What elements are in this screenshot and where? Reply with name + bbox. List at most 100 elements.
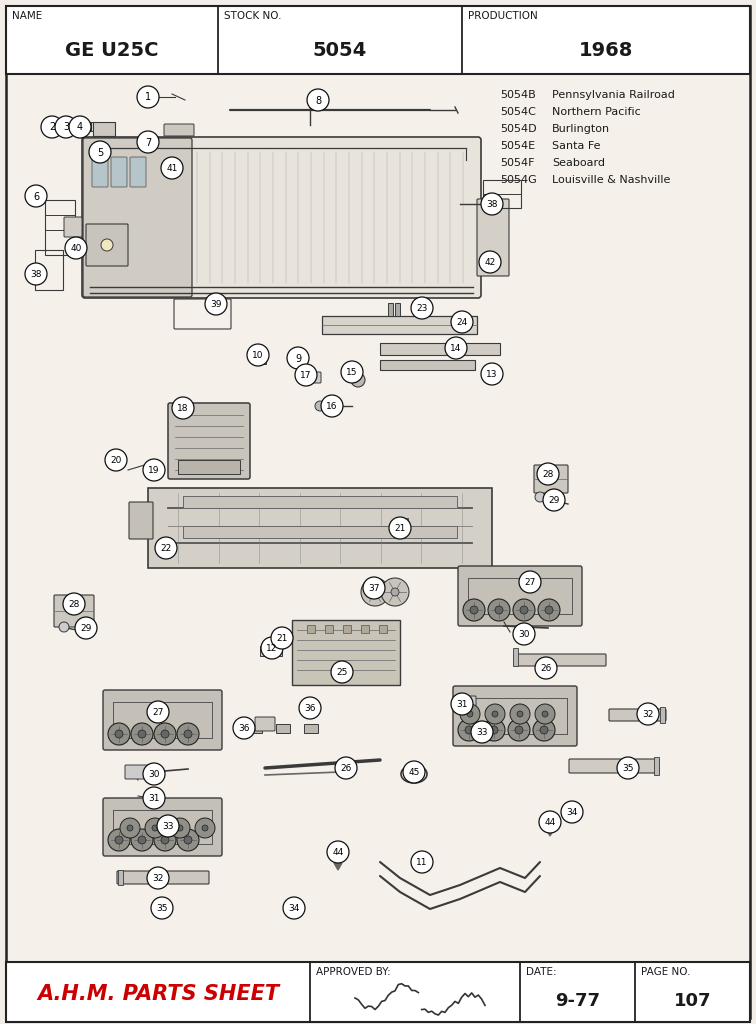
- Circle shape: [161, 157, 183, 179]
- Circle shape: [539, 811, 561, 833]
- Text: 44: 44: [544, 818, 556, 827]
- Circle shape: [172, 397, 194, 419]
- Circle shape: [287, 347, 309, 369]
- Text: 26: 26: [541, 664, 552, 673]
- Text: 37: 37: [368, 584, 380, 593]
- Circle shape: [147, 867, 169, 889]
- Bar: [333, 843, 340, 848]
- Circle shape: [483, 719, 505, 741]
- Circle shape: [101, 239, 113, 251]
- Text: 28: 28: [68, 600, 79, 609]
- FancyBboxPatch shape: [168, 403, 250, 479]
- FancyBboxPatch shape: [609, 709, 666, 721]
- Circle shape: [341, 361, 363, 383]
- Circle shape: [465, 726, 473, 734]
- Circle shape: [161, 836, 169, 844]
- Circle shape: [363, 577, 385, 599]
- Text: 30: 30: [519, 630, 530, 639]
- FancyBboxPatch shape: [380, 360, 475, 370]
- Circle shape: [535, 492, 545, 502]
- Text: 14: 14: [451, 344, 462, 353]
- Circle shape: [138, 836, 146, 844]
- Circle shape: [513, 599, 535, 621]
- Circle shape: [143, 787, 165, 809]
- Circle shape: [154, 723, 176, 745]
- Text: 16: 16: [327, 402, 338, 411]
- Text: 6: 6: [33, 191, 39, 202]
- Circle shape: [202, 825, 208, 831]
- Text: 7: 7: [145, 137, 151, 147]
- FancyBboxPatch shape: [380, 343, 500, 355]
- Text: 35: 35: [622, 764, 634, 773]
- Circle shape: [510, 705, 530, 724]
- Circle shape: [458, 719, 480, 741]
- Circle shape: [127, 825, 133, 831]
- FancyBboxPatch shape: [111, 157, 127, 187]
- Circle shape: [295, 364, 317, 386]
- Circle shape: [351, 373, 365, 387]
- Circle shape: [391, 588, 399, 596]
- Text: 33: 33: [476, 728, 488, 737]
- FancyBboxPatch shape: [322, 316, 477, 334]
- Text: 39: 39: [210, 300, 222, 309]
- Circle shape: [537, 463, 559, 485]
- Circle shape: [451, 693, 473, 715]
- FancyBboxPatch shape: [130, 157, 146, 187]
- FancyBboxPatch shape: [292, 620, 400, 685]
- Circle shape: [479, 251, 501, 273]
- FancyBboxPatch shape: [454, 696, 476, 712]
- Text: 5054C: 5054C: [500, 106, 536, 117]
- Text: 9: 9: [295, 353, 301, 364]
- FancyBboxPatch shape: [78, 123, 92, 131]
- Circle shape: [403, 761, 425, 783]
- Circle shape: [138, 730, 146, 738]
- FancyBboxPatch shape: [453, 686, 577, 746]
- Circle shape: [335, 757, 357, 779]
- Circle shape: [543, 489, 565, 511]
- Circle shape: [108, 829, 130, 851]
- Bar: [158, 912, 166, 918]
- Text: 25: 25: [336, 668, 348, 677]
- Circle shape: [389, 517, 411, 539]
- Circle shape: [617, 757, 639, 779]
- Circle shape: [542, 711, 548, 717]
- Text: 29: 29: [548, 496, 559, 505]
- FancyBboxPatch shape: [255, 717, 275, 731]
- Circle shape: [463, 599, 485, 621]
- FancyBboxPatch shape: [64, 123, 79, 131]
- Circle shape: [411, 297, 433, 319]
- Bar: [276, 724, 290, 733]
- Text: 38: 38: [486, 200, 497, 209]
- Circle shape: [315, 401, 325, 411]
- FancyBboxPatch shape: [148, 488, 492, 568]
- Circle shape: [445, 337, 467, 359]
- Circle shape: [154, 829, 176, 851]
- Bar: [6, 6, 750, 74]
- Text: 5: 5: [97, 147, 103, 158]
- Circle shape: [170, 818, 190, 838]
- Bar: [275, 630, 285, 636]
- Circle shape: [508, 719, 530, 741]
- FancyBboxPatch shape: [129, 502, 153, 539]
- Text: 36: 36: [304, 705, 316, 713]
- Circle shape: [327, 841, 349, 863]
- Text: Seaboard: Seaboard: [552, 158, 605, 168]
- Circle shape: [470, 606, 478, 614]
- Text: 1968: 1968: [579, 41, 634, 59]
- Circle shape: [25, 263, 47, 285]
- Circle shape: [131, 723, 153, 745]
- Circle shape: [137, 86, 159, 108]
- Text: 1: 1: [145, 92, 151, 102]
- Bar: [260, 646, 282, 656]
- Text: 40: 40: [70, 244, 82, 253]
- Text: 10: 10: [253, 351, 264, 360]
- Text: 42: 42: [485, 258, 496, 267]
- Bar: [545, 813, 552, 818]
- Circle shape: [177, 829, 199, 851]
- Bar: [379, 625, 387, 633]
- Circle shape: [517, 711, 523, 717]
- Circle shape: [261, 637, 283, 659]
- Bar: [178, 460, 240, 474]
- Text: 32: 32: [643, 710, 654, 719]
- Circle shape: [195, 818, 215, 838]
